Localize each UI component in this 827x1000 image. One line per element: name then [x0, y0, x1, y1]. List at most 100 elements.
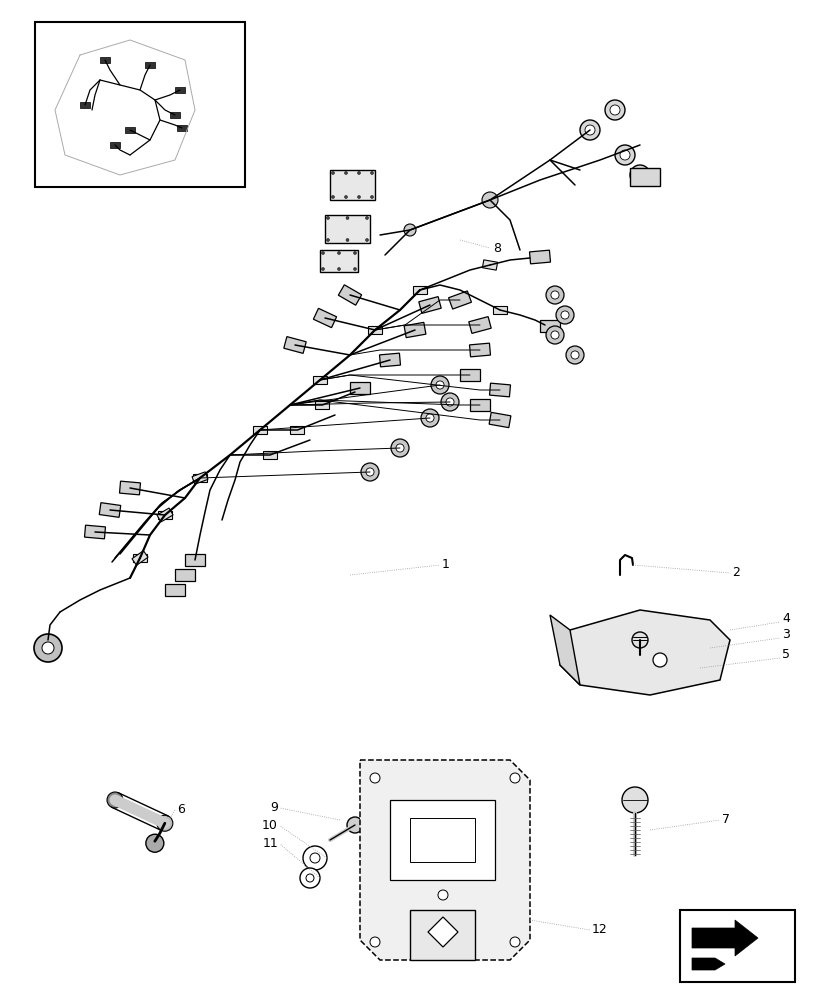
Text: 10: 10 [262, 819, 278, 832]
Polygon shape [193, 474, 207, 482]
Circle shape [344, 172, 347, 175]
Circle shape [394, 853, 404, 863]
Polygon shape [174, 569, 195, 581]
Polygon shape [413, 286, 427, 294]
Circle shape [609, 105, 619, 115]
Circle shape [436, 381, 443, 389]
Circle shape [303, 846, 327, 870]
Circle shape [331, 196, 334, 198]
Circle shape [653, 653, 667, 667]
Polygon shape [691, 958, 724, 970]
Polygon shape [350, 382, 370, 394]
Circle shape [365, 238, 368, 241]
Circle shape [437, 825, 447, 835]
Polygon shape [489, 412, 510, 428]
Polygon shape [404, 322, 425, 338]
Bar [390, 800, 495, 880]
Circle shape [619, 150, 629, 160]
Circle shape [605, 100, 624, 120]
Text: 3: 3 [781, 629, 789, 642]
Polygon shape [313, 376, 327, 384]
Text: 9: 9 [270, 801, 278, 814]
Polygon shape [338, 285, 361, 305]
Circle shape [431, 376, 448, 394]
Circle shape [309, 853, 319, 863]
Circle shape [107, 792, 123, 808]
Bar [80, 102, 90, 108]
Polygon shape [448, 291, 471, 309]
Circle shape [357, 196, 360, 198]
Circle shape [404, 224, 415, 236]
Circle shape [366, 468, 374, 476]
Circle shape [370, 196, 373, 198]
Circle shape [560, 311, 568, 319]
Circle shape [321, 267, 324, 270]
Circle shape [621, 787, 648, 813]
Circle shape [395, 444, 404, 452]
Polygon shape [131, 551, 148, 565]
Polygon shape [319, 250, 357, 272]
Text: 7: 7 [721, 813, 729, 826]
Circle shape [34, 634, 62, 662]
Circle shape [585, 125, 595, 135]
Polygon shape [559, 610, 729, 695]
Circle shape [370, 172, 373, 175]
Circle shape [146, 834, 164, 852]
Polygon shape [314, 401, 328, 409]
Polygon shape [492, 306, 506, 314]
Circle shape [370, 773, 380, 783]
Circle shape [370, 937, 380, 947]
Polygon shape [367, 326, 381, 334]
Circle shape [550, 331, 558, 339]
Polygon shape [428, 917, 457, 947]
Polygon shape [133, 554, 147, 562]
Polygon shape [184, 554, 205, 566]
Circle shape [321, 251, 324, 254]
Circle shape [331, 172, 334, 175]
Polygon shape [253, 426, 266, 434]
Polygon shape [325, 215, 370, 243]
Circle shape [337, 267, 340, 270]
Circle shape [420, 409, 438, 427]
Circle shape [353, 251, 356, 254]
Circle shape [634, 170, 644, 180]
Circle shape [344, 196, 347, 198]
Polygon shape [263, 451, 277, 459]
Circle shape [446, 398, 453, 406]
Polygon shape [165, 584, 184, 596]
Polygon shape [691, 920, 757, 956]
Circle shape [629, 165, 649, 185]
Polygon shape [119, 481, 141, 495]
Bar [125, 127, 135, 133]
Polygon shape [470, 399, 490, 411]
Polygon shape [482, 260, 497, 270]
Circle shape [365, 217, 368, 220]
Polygon shape [192, 472, 208, 484]
Text: 12: 12 [591, 923, 607, 936]
Bar [145, 62, 155, 68]
Text: 6: 6 [177, 803, 184, 816]
Bar [679, 910, 794, 982]
Circle shape [550, 291, 558, 299]
Circle shape [346, 217, 348, 220]
Text: 1: 1 [442, 558, 449, 572]
Polygon shape [284, 337, 306, 353]
Polygon shape [489, 383, 510, 397]
Circle shape [614, 145, 634, 165]
Circle shape [481, 853, 491, 863]
Text: 2: 2 [731, 566, 739, 580]
Circle shape [437, 890, 447, 900]
Circle shape [509, 937, 519, 947]
Polygon shape [330, 170, 375, 200]
Circle shape [441, 393, 458, 411]
Circle shape [579, 120, 600, 140]
Circle shape [631, 632, 648, 648]
Polygon shape [158, 511, 172, 519]
Bar [170, 112, 179, 118]
Bar [110, 142, 120, 148]
Circle shape [326, 238, 329, 241]
Circle shape [545, 286, 563, 304]
Circle shape [425, 414, 433, 422]
Polygon shape [360, 760, 529, 960]
Polygon shape [84, 525, 105, 539]
